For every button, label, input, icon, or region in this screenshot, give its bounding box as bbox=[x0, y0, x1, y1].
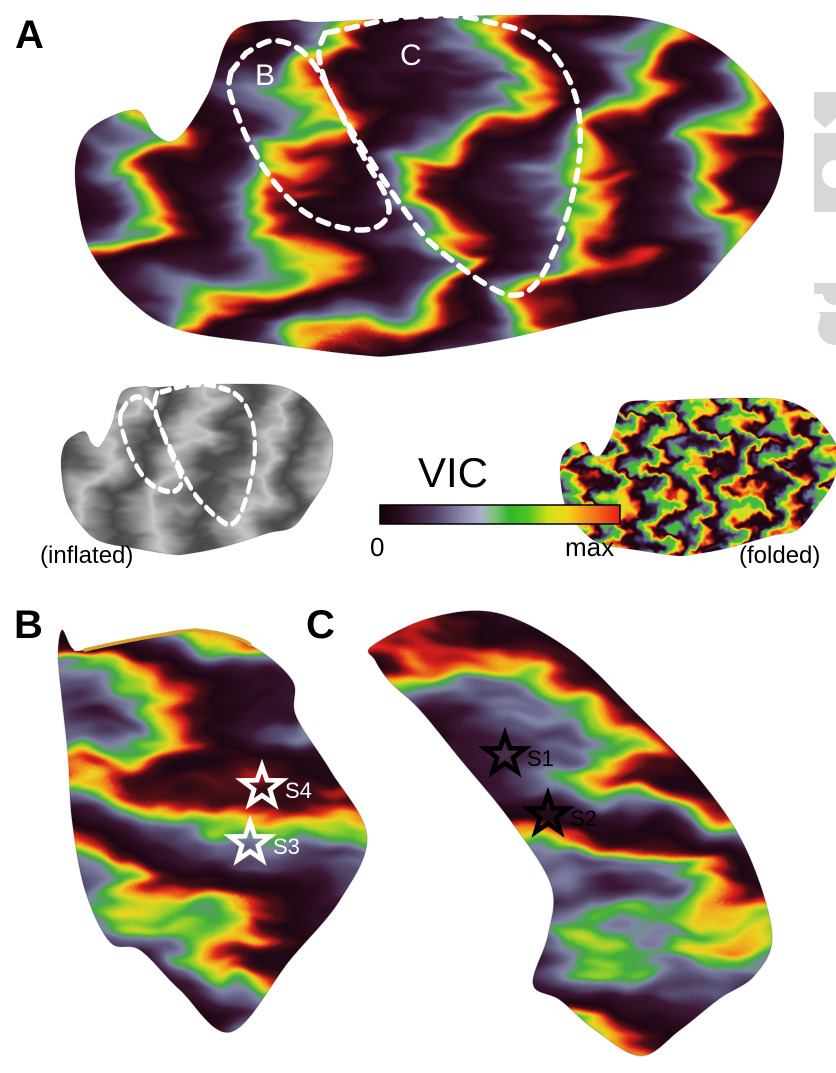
svg-text:max: max bbox=[565, 532, 614, 562]
svg-text:C: C bbox=[400, 39, 422, 72]
svg-text:B: B bbox=[14, 603, 43, 647]
svg-text:VIC: VIC bbox=[418, 449, 488, 496]
svg-text:S4: S4 bbox=[285, 778, 312, 803]
svg-text:0: 0 bbox=[370, 532, 384, 562]
svg-text:B: B bbox=[255, 59, 275, 92]
svg-text:S3: S3 bbox=[273, 834, 300, 859]
svg-text:(inflated): (inflated) bbox=[40, 542, 133, 569]
svg-text:S1: S1 bbox=[527, 746, 554, 771]
svg-text:A: A bbox=[15, 13, 44, 57]
svg-text:(folded): (folded) bbox=[739, 542, 820, 569]
svg-text:S2: S2 bbox=[570, 806, 597, 831]
svg-text:C: C bbox=[306, 603, 335, 647]
